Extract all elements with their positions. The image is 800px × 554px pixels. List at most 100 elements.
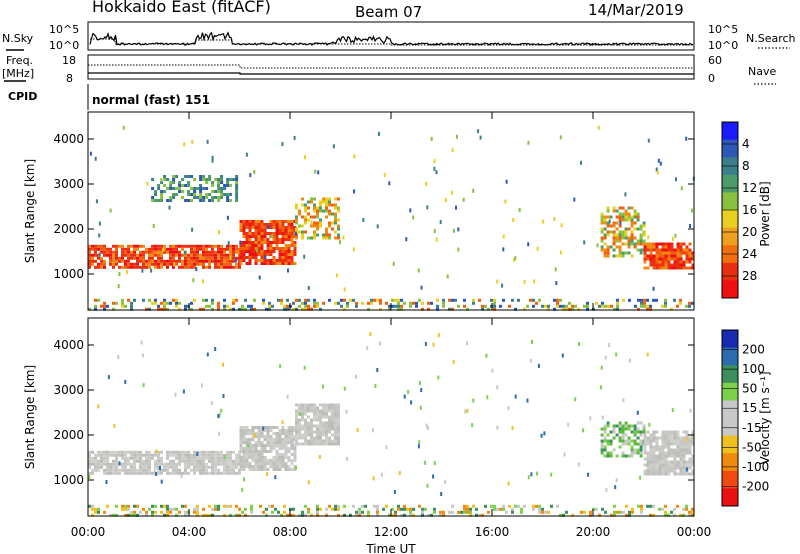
station-title: Hokkaido East (fitACF) — [92, 0, 271, 16]
cpid-label: CPID — [8, 90, 37, 103]
colorbar-swatch — [722, 418, 738, 437]
velocity-x-tickmarks — [87, 318, 695, 516]
echo-region-3 — [600, 421, 646, 458]
y-tick-label: 4000 — [53, 338, 84, 352]
freq-unit: [MHz] — [2, 67, 34, 80]
power-colorbar: 4 8 12 16 20 24 28 — [721, 121, 757, 299]
velocity-colorbar: 200 100 50 15 -15 -50 -100 -200 — [721, 329, 769, 507]
freq-tick-top: 18 — [62, 54, 76, 67]
nsky-tick-top: 10^5 — [49, 23, 79, 36]
colorbar-swatch — [722, 435, 738, 454]
nsearch-tick-bottom: 10^0 — [708, 39, 738, 52]
x-tick-label: 12:00 — [374, 525, 409, 539]
echo-region-0 — [88, 244, 241, 269]
colorbar-tick-label: -15 — [742, 421, 762, 435]
colorbar-swatch — [722, 382, 738, 401]
x-tick-label: 16:00 — [475, 525, 510, 539]
colorbar-swatch — [722, 262, 738, 281]
freq-panel-frame — [87, 54, 695, 80]
colorbar-swatch — [722, 227, 738, 246]
echo-region-2 — [295, 197, 340, 240]
freq-label: Freq. — [6, 54, 33, 67]
echo-region-6 — [88, 298, 694, 311]
time-axis-labels: 00:00 04:00 08:00 12:00 16:00 20:00 00:00 — [71, 525, 712, 539]
colorbar-swatch — [722, 453, 738, 472]
freq-trace — [88, 72, 694, 75]
colorbar-swatch — [722, 122, 738, 141]
colorbar-swatch — [722, 210, 738, 229]
colorbar-tick-label: 28 — [742, 269, 757, 283]
y-tick-label: 2000 — [53, 222, 84, 236]
nsearch-trace — [90, 38, 694, 46]
time-axis-title: Time UT — [365, 542, 416, 554]
colorbar-tick-label: -100 — [742, 460, 769, 474]
freq-tick-bottom: 8 — [66, 72, 73, 85]
echo-region-5 — [643, 242, 695, 270]
nsky-tick-bottom: 10^0 — [49, 39, 79, 52]
nave-tick-bottom: 0 — [708, 72, 715, 85]
y-tick-label: 2000 — [53, 428, 84, 442]
velocity-ylabel: Slant Range [km] — [23, 365, 37, 469]
colorbar-swatch — [722, 280, 738, 299]
x-tick-label: 00:00 — [677, 525, 712, 539]
colorbar-swatch — [722, 192, 738, 211]
colorbar-tick-label: 24 — [742, 247, 757, 261]
colorbar-tick-label: 100 — [742, 362, 765, 376]
echo-region-5 — [88, 504, 694, 517]
cpid-value: normal (fast) 151 — [92, 93, 210, 107]
velocity-colorbar-label: Velocity [m s⁻¹] — [758, 371, 772, 464]
date-title: 14/Mar/2019 — [588, 1, 684, 19]
colorbar-tick-label: 12 — [742, 181, 757, 195]
power-y-ticks: 1000 2000 3000 4000 — [53, 132, 694, 281]
nave-tick-top: 60 — [708, 54, 722, 67]
colorbar-swatch — [722, 174, 738, 193]
colorbar-swatch — [722, 330, 738, 349]
colorbar-tick-label: 15 — [742, 401, 757, 415]
power-panel-frame — [87, 111, 695, 311]
colorbar-swatch — [722, 347, 738, 366]
y-tick-label: 1000 — [53, 473, 84, 487]
x-tick-label: 20:00 — [576, 525, 611, 539]
power-echo-layer — [88, 125, 695, 311]
power-colorbar-label: Power [dB] — [758, 181, 772, 246]
power-x-tickmarks — [87, 112, 695, 310]
colorbar-tick-label: -50 — [742, 440, 762, 454]
nsky-trace — [89, 31, 694, 46]
colorbar-swatch — [722, 470, 738, 489]
velocity-echo-layer — [88, 332, 695, 517]
echo-region-2 — [295, 403, 340, 446]
colorbar-tick-label: 20 — [742, 225, 757, 239]
echo-region-0 — [88, 450, 241, 475]
colorbar-tick-label: 200 — [742, 343, 765, 357]
velocity-y-ticks: 1000 2000 3000 4000 — [53, 338, 694, 487]
x-tick-label: 08:00 — [273, 525, 308, 539]
nsearch-tick-top: 10^5 — [708, 23, 738, 36]
sparse-echoes — [88, 332, 692, 496]
nsearch-label: N.Search — [746, 32, 796, 45]
echo-region-4 — [600, 206, 646, 258]
colorbar-tick-label: 50 — [742, 382, 757, 396]
nsky-panel-frame — [87, 21, 695, 51]
nave-label: Nave — [748, 65, 776, 78]
colorbar-tick-label: -200 — [742, 479, 769, 493]
colorbar-swatch — [722, 488, 738, 507]
echo-region-1 — [239, 426, 297, 471]
y-tick-label: 3000 — [53, 177, 84, 191]
colorbar-tick-label: 16 — [742, 203, 757, 217]
nave-trace — [88, 64, 694, 69]
beam-title: Beam 07 — [355, 3, 422, 21]
colorbar-tick-label: 8 — [742, 159, 750, 173]
y-tick-label: 3000 — [53, 383, 84, 397]
nsky-label: N.Sky — [2, 32, 34, 45]
x-tick-label: 00:00 — [71, 525, 106, 539]
colorbar-swatch — [722, 400, 738, 419]
power-ylabel: Slant Range [km] — [23, 159, 37, 263]
y-tick-label: 4000 — [53, 132, 84, 146]
y-tick-label: 1000 — [53, 267, 84, 281]
colorbar-swatch — [722, 139, 738, 158]
echo-region-3 — [151, 175, 239, 202]
colorbar-tick-label: 4 — [742, 137, 750, 151]
x-tick-label: 04:00 — [172, 525, 207, 539]
colorbar-swatch — [722, 365, 738, 384]
